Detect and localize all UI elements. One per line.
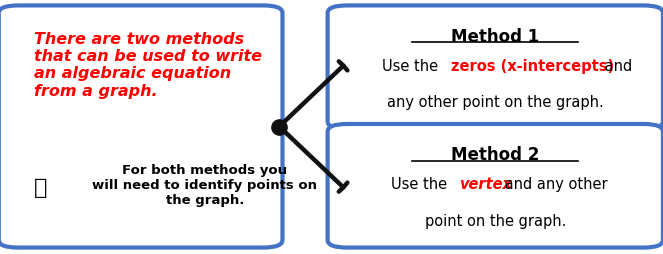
Text: Use the: Use the	[391, 177, 452, 191]
Text: and: and	[601, 58, 633, 73]
Text: Method 2: Method 2	[451, 146, 540, 164]
Text: vertex: vertex	[459, 177, 512, 191]
Text: any other point on the graph.: any other point on the graph.	[387, 95, 603, 110]
FancyBboxPatch shape	[328, 6, 663, 130]
Text: zeros (x-intercepts): zeros (x-intercepts)	[452, 58, 615, 73]
Text: Method 1: Method 1	[451, 28, 540, 46]
FancyBboxPatch shape	[0, 6, 282, 248]
FancyBboxPatch shape	[328, 124, 663, 248]
Text: There are two methods
that can be used to write
an algebraic equation
from a gra: There are two methods that can be used t…	[34, 31, 263, 99]
Text: point on the graph.: point on the graph.	[424, 213, 566, 228]
Text: Use the: Use the	[383, 58, 443, 73]
Text: 🔑: 🔑	[34, 177, 48, 197]
Text: For both methods you
will need to identify points on
the graph.: For both methods you will need to identi…	[92, 163, 318, 206]
Text: and any other: and any other	[501, 177, 608, 191]
